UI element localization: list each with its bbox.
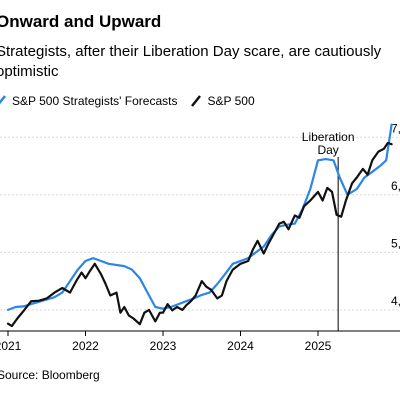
y-tick-label: 4, [391, 294, 400, 308]
y-tick-label: 6, [391, 179, 400, 193]
annotation-label-line2: Day [317, 143, 338, 157]
x-tick-label: 2025 [305, 339, 332, 353]
y-tick-label: 7, [391, 121, 400, 135]
legend-label-sp500: S&P 500 [207, 94, 255, 108]
legend-item-sp500: S&P 500 [191, 94, 255, 108]
legend-line-icon-black [191, 95, 202, 107]
x-tick-label: 2023 [150, 339, 177, 353]
legend-label-forecasts: S&P 500 Strategists' Forecasts [12, 94, 178, 108]
series-line-forecasts [6, 123, 393, 311]
chart-title: Onward and Upward [0, 12, 162, 31]
annotation-label-line1: Liberation [302, 130, 355, 144]
legend-item-forecasts: S&P 500 Strategists' Forecasts [0, 94, 177, 108]
x-tick-label: 2021 [0, 339, 22, 353]
x-tick-label: 2022 [72, 339, 99, 353]
legend: S&P 500 Strategists' Forecasts S&P 500 [0, 94, 269, 108]
chart-subtitle: Strategists, after their Liberation Day … [0, 43, 382, 80]
legend-line-icon-blue [0, 95, 6, 105]
source-note: Source: Bloomberg [0, 368, 100, 382]
y-tick-label: 5, [391, 236, 400, 250]
series-line-sp500 [6, 141, 393, 328]
x-tick-label: 2024 [227, 339, 254, 353]
